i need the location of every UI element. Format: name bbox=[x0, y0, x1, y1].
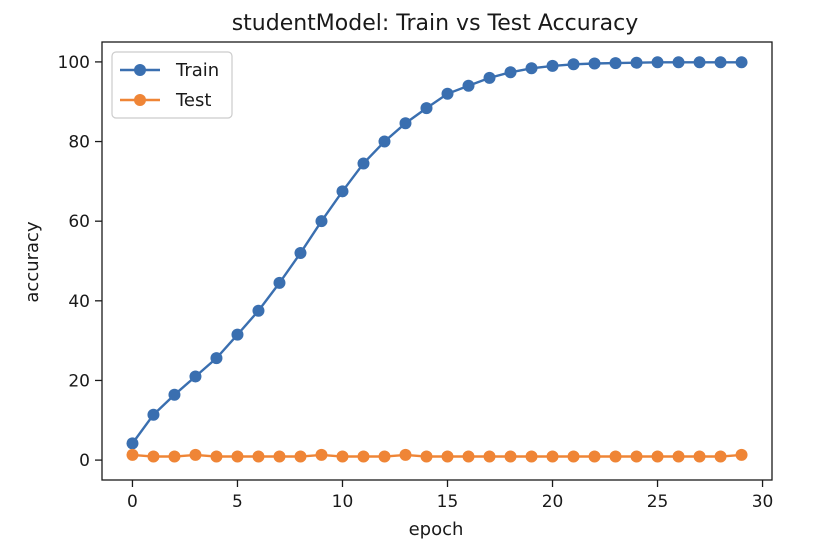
data-point-train bbox=[147, 408, 160, 421]
data-point-test bbox=[693, 450, 706, 463]
data-point-train bbox=[126, 437, 139, 450]
data-point-train bbox=[567, 58, 580, 71]
data-point-train bbox=[504, 66, 517, 79]
data-point-test bbox=[567, 450, 580, 463]
data-point-train bbox=[441, 87, 454, 100]
series-layer bbox=[126, 56, 748, 463]
legend-swatch-marker bbox=[134, 94, 146, 106]
data-point-train bbox=[588, 57, 601, 70]
data-point-train bbox=[378, 135, 391, 148]
data-point-test bbox=[483, 450, 496, 463]
data-point-test bbox=[315, 448, 328, 461]
series-train bbox=[126, 56, 748, 450]
data-point-test bbox=[462, 450, 475, 463]
y-axis: 0 20 40 60 80 100 bbox=[58, 53, 102, 471]
data-point-test bbox=[630, 450, 643, 463]
chart-title: studentModel: Train vs Test Accuracy bbox=[232, 11, 639, 36]
x-axis-label: epoch bbox=[409, 519, 464, 540]
data-point-train bbox=[672, 56, 685, 69]
legend-swatch-marker bbox=[134, 64, 146, 76]
x-axis: 0 5 10 15 20 25 30 bbox=[127, 480, 773, 512]
data-point-test bbox=[504, 450, 517, 463]
x-tick-label: 10 bbox=[332, 492, 354, 512]
data-point-test bbox=[672, 450, 685, 463]
x-tick-label: 15 bbox=[437, 492, 459, 512]
data-point-test bbox=[588, 450, 601, 463]
legend-label: Test bbox=[175, 90, 211, 111]
y-tick-label: 0 bbox=[79, 451, 90, 471]
x-tick-label: 20 bbox=[542, 492, 564, 512]
data-point-train bbox=[483, 71, 496, 84]
data-point-test bbox=[126, 448, 139, 461]
data-point-train bbox=[357, 157, 370, 170]
y-tick-label: 100 bbox=[58, 53, 90, 73]
data-point-train bbox=[735, 56, 748, 69]
data-point-test bbox=[399, 448, 412, 461]
data-point-test bbox=[609, 450, 622, 463]
data-point-test bbox=[210, 450, 223, 463]
data-point-test bbox=[336, 450, 349, 463]
data-point-train bbox=[315, 215, 328, 228]
data-point-test bbox=[651, 450, 664, 463]
series-test bbox=[126, 448, 748, 463]
data-point-train bbox=[294, 247, 307, 260]
data-point-test bbox=[147, 450, 160, 463]
data-point-train bbox=[546, 59, 559, 72]
y-tick-label: 40 bbox=[68, 292, 90, 312]
legend-item-train: Train bbox=[120, 60, 219, 81]
data-point-test bbox=[357, 450, 370, 463]
data-point-train bbox=[336, 185, 349, 198]
data-point-test bbox=[273, 450, 286, 463]
data-point-test bbox=[378, 450, 391, 463]
y-tick-label: 60 bbox=[68, 212, 90, 232]
data-point-test bbox=[189, 448, 202, 461]
data-point-train bbox=[168, 388, 181, 401]
data-point-test bbox=[294, 450, 307, 463]
legend-item-test: Test bbox=[120, 90, 211, 111]
y-tick-label: 20 bbox=[68, 371, 90, 391]
x-tick-label: 30 bbox=[752, 492, 774, 512]
legend-label: Train bbox=[175, 60, 219, 81]
x-tick-label: 0 bbox=[127, 492, 138, 512]
data-point-train bbox=[651, 56, 664, 69]
data-point-test bbox=[546, 450, 559, 463]
data-point-train bbox=[714, 56, 727, 69]
data-point-train bbox=[630, 56, 643, 69]
data-point-train bbox=[231, 328, 244, 341]
data-point-train bbox=[420, 102, 433, 115]
data-point-test bbox=[420, 450, 433, 463]
data-point-test bbox=[441, 450, 454, 463]
y-tick-label: 80 bbox=[68, 133, 90, 153]
data-point-train bbox=[189, 370, 202, 383]
data-point-train bbox=[609, 57, 622, 70]
data-point-test bbox=[735, 448, 748, 461]
data-point-train bbox=[525, 62, 538, 75]
data-point-train bbox=[252, 304, 265, 317]
data-point-train bbox=[210, 352, 223, 365]
y-axis-label: accuracy bbox=[22, 221, 43, 303]
data-point-train bbox=[399, 117, 412, 130]
data-point-train bbox=[462, 79, 475, 92]
data-point-test bbox=[231, 450, 244, 463]
data-point-test bbox=[252, 450, 265, 463]
data-point-test bbox=[714, 450, 727, 463]
x-tick-label: 25 bbox=[647, 492, 669, 512]
data-point-train bbox=[273, 276, 286, 289]
data-point-test bbox=[168, 450, 181, 463]
legend: Train Test bbox=[111, 51, 233, 119]
data-point-test bbox=[525, 450, 538, 463]
data-point-train bbox=[693, 56, 706, 69]
x-tick-label: 5 bbox=[232, 492, 243, 512]
